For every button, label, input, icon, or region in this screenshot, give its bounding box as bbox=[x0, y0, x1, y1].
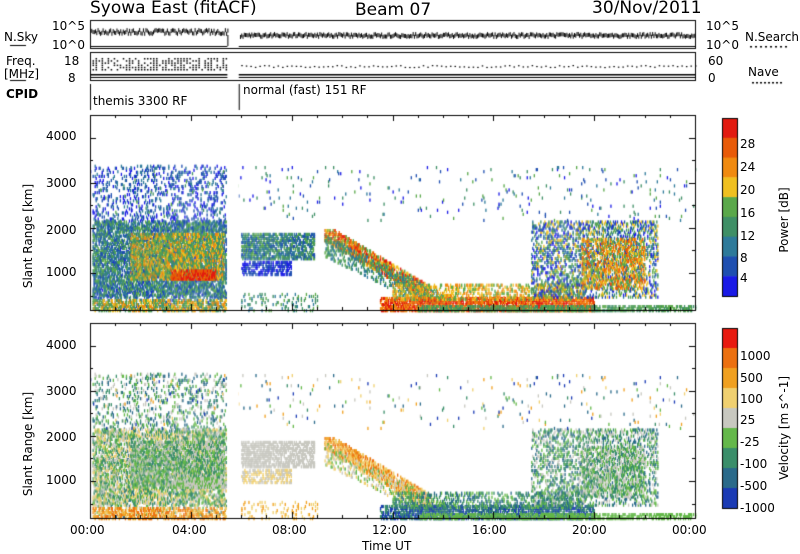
nsearch-label: N.Search bbox=[745, 30, 800, 44]
nsky-label: N.Sky bbox=[4, 30, 39, 44]
power-ytick-3000: 3000 bbox=[46, 176, 77, 190]
nave-label: Nave bbox=[748, 65, 779, 79]
xtick-1600: 16:00 bbox=[472, 523, 507, 537]
xtick-2000: 20:00 bbox=[572, 523, 607, 537]
power-cbar-tick-16: 16 bbox=[740, 206, 756, 220]
cpid-mode-themis: themis 3300 RF bbox=[93, 94, 188, 108]
cpid-mode-normal: normal (fast) 151 RF bbox=[243, 83, 367, 97]
velocity-cbar-tick-m1000: -1000 bbox=[740, 501, 775, 515]
beam-title: Beam 07 bbox=[355, 0, 432, 20]
velocity-ytick-2000: 2000 bbox=[46, 430, 77, 444]
power-cbar-tick-20: 20 bbox=[740, 183, 756, 197]
velocity-cbar-tick-m100: -100 bbox=[740, 457, 768, 471]
station-title: Syowa East (fitACF) bbox=[90, 0, 257, 18]
power-cbar-tick-12: 12 bbox=[740, 229, 756, 243]
velocity-cbar-tick-25: 25 bbox=[740, 413, 756, 427]
velocity-cbar-tick-100: 100 bbox=[740, 392, 763, 406]
nsky-tick-bottom: 10^0 bbox=[52, 38, 85, 52]
date-title: 30/Nov/2011 bbox=[592, 0, 702, 18]
xtick-0000: 00:00 bbox=[70, 523, 105, 537]
xtick-1200: 12:00 bbox=[372, 523, 407, 537]
nsky-tick-top: 10^5 bbox=[52, 19, 85, 33]
power-ytick-4000: 4000 bbox=[46, 129, 77, 143]
xlabel-time: Time UT bbox=[362, 539, 412, 553]
velocity-ytick-3000: 3000 bbox=[46, 384, 77, 398]
freq-tick-bottom: 8 bbox=[68, 71, 76, 85]
power-cbar-tick-4: 4 bbox=[740, 271, 748, 285]
freq-label: Freq. bbox=[6, 54, 36, 68]
nave-tick-bottom: 0 bbox=[708, 71, 716, 85]
nsearch-tick-top: 10^5 bbox=[706, 19, 739, 33]
nave-tick-top: 60 bbox=[708, 54, 724, 68]
power-cbar-tick-28: 28 bbox=[740, 137, 756, 151]
velocity-ytick-4000: 4000 bbox=[46, 338, 77, 352]
power-ytick-2000: 2000 bbox=[46, 223, 77, 237]
freq-tick-top: 18 bbox=[64, 54, 80, 68]
nsearch-tick-bottom: 10^0 bbox=[706, 38, 739, 52]
power-ytick-1000: 1000 bbox=[46, 265, 77, 279]
freq-unit-label: [MHz] bbox=[4, 67, 40, 81]
xtick-0400: 04:00 bbox=[172, 523, 207, 537]
power-cbar-label: Power [dB] bbox=[777, 187, 791, 253]
power-cbar-tick-24: 24 bbox=[740, 160, 756, 174]
power-ylabel: Slant Range [km] bbox=[21, 183, 35, 289]
velocity-cbar-tick-1000: 1000 bbox=[740, 349, 771, 363]
cpid-label: CPID bbox=[6, 87, 39, 101]
velocity-ytick-1000: 1000 bbox=[46, 473, 77, 487]
velocity-cbar-tick-m500: -500 bbox=[740, 479, 768, 493]
velocity-cbar-tick-500: 500 bbox=[740, 371, 763, 385]
xtick-0800: 08:00 bbox=[272, 523, 307, 537]
velocity-ylabel: Slant Range [km] bbox=[21, 391, 35, 497]
power-cbar-tick-8: 8 bbox=[740, 251, 748, 265]
xtick-2400: 00:00 bbox=[672, 523, 707, 537]
velocity-cbar-label: Velocity [m s^-1] bbox=[777, 375, 791, 481]
velocity-cbar-tick-m25: -25 bbox=[740, 435, 760, 449]
